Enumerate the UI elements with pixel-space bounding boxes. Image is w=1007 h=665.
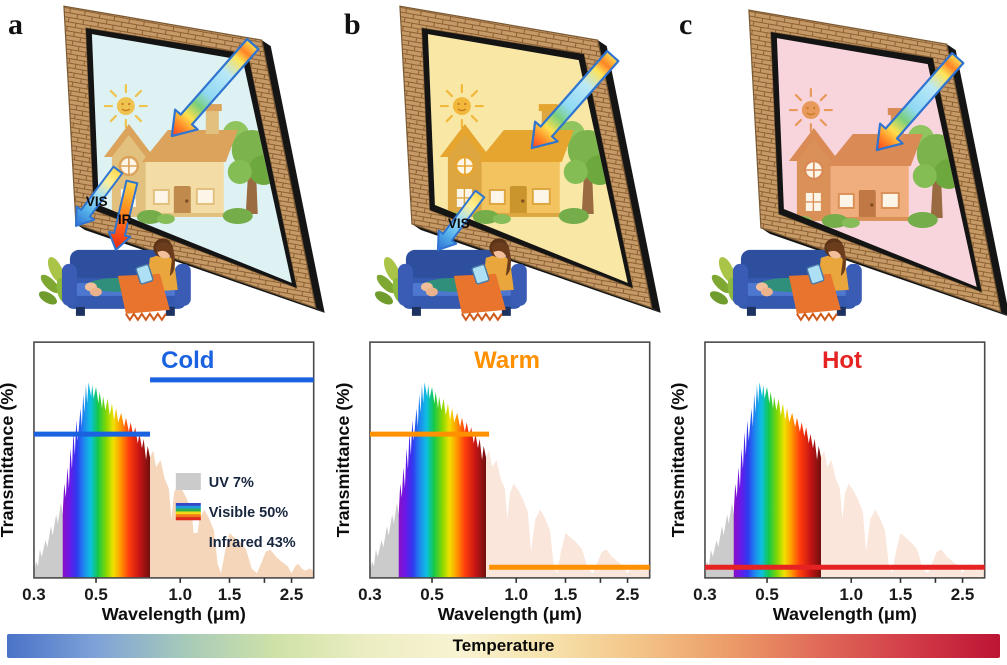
x-tick-label: 0.5: [84, 585, 108, 604]
x-tick-label: 0.5: [756, 585, 780, 604]
y-axis-label: Transmittance (%): [336, 383, 353, 538]
uv-band: [369, 382, 399, 578]
x-tick-label: 1.5: [889, 585, 913, 604]
plot-frame: [33, 341, 315, 579]
plot-frame: [704, 341, 986, 579]
uv-band: [705, 382, 735, 578]
panel-letter-c: c: [679, 8, 692, 41]
legend-label: Visible 50%: [209, 505, 288, 521]
x-axis-label: Wavelength (μm): [102, 604, 246, 624]
chart-row: 0.3 0.5 1.0 1.5 2.5 Cold Wavelength (μm) Transm…: [0, 332, 1007, 624]
legend-swatch-infrared: [175, 532, 201, 550]
x-tick-label: 0.3: [358, 585, 382, 604]
legend-swatch-visible: [175, 514, 201, 518]
ir-arrow-label: IR: [118, 212, 132, 227]
infrared-band: [821, 382, 986, 578]
panel-c-illustration: c: [679, 8, 1007, 332]
illustration-row: a VIS IR b VIS c: [0, 0, 1007, 332]
x-tick-label: 1.5: [553, 585, 577, 604]
infrared-band: [485, 382, 650, 578]
legend-swatch-uv: [175, 473, 201, 490]
chart-title: Hot: [822, 347, 862, 374]
vis-arrow-label: VIS: [448, 216, 470, 231]
transmittance-chart-warm: 0.3 0.5 1.0 1.5 2.5 Warm Wavelength (μm) Transm…: [336, 341, 651, 624]
vis-arrow-label: VIS: [86, 194, 108, 209]
transmittance-chart-cold: 0.3 0.5 1.0 1.5 2.5 Cold Wavelength (μm) Transm…: [0, 341, 315, 624]
couch-woman-illustration: [708, 238, 862, 319]
x-tick-label: 2.5: [280, 585, 304, 604]
uv-band: [33, 382, 63, 578]
legend-swatch-visible: [175, 505, 201, 509]
legend-label: UV 7%: [209, 475, 254, 491]
transmittance-chart-hot: 0.3 0.5 1.0 1.5 2.5 Hot Wavelength (μm) Transmi…: [671, 341, 986, 624]
x-tick-label: 0.3: [22, 585, 46, 604]
legend-label: Infrared 43%: [209, 535, 296, 551]
visible-band: [734, 382, 822, 578]
visible-band: [398, 382, 486, 578]
x-tick-label: 0.5: [420, 585, 444, 604]
legend-swatch-visible: [175, 511, 201, 515]
x-tick-label: 1.0: [840, 585, 864, 604]
temperature-bar: Temperature: [7, 634, 1000, 658]
legend-swatch-visible: [175, 502, 201, 507]
couch-woman-illustration: [372, 238, 526, 319]
x-tick-label: 1.5: [218, 585, 242, 604]
panel-letter-b: b: [344, 8, 361, 41]
panel-letter-a: a: [8, 8, 23, 41]
x-tick-label: 0.3: [694, 585, 718, 604]
y-axis-label: Transmittance (%): [671, 383, 688, 538]
x-axis-label: Wavelength (μm): [773, 604, 917, 624]
panel-a-illustration: a VIS IR: [8, 0, 336, 332]
x-tick-label: 2.5: [615, 585, 639, 604]
plot-frame: [368, 341, 651, 579]
panel-b-illustration: b VIS: [344, 0, 672, 332]
x-tick-label: 1.0: [504, 585, 528, 604]
chart-title: Warm: [474, 347, 540, 374]
y-axis-label: Transmittance (%): [0, 383, 17, 538]
solar-spectrum-area: [369, 382, 650, 578]
x-tick-label: 1.0: [168, 585, 192, 604]
legend-swatch-visible: [175, 508, 201, 512]
x-tick-label: 2.5: [951, 585, 975, 604]
legend-swatch-visible: [175, 517, 201, 521]
chart-title: Cold: [161, 347, 214, 374]
solar-spectrum-area: [705, 382, 986, 578]
visible-band: [62, 382, 151, 578]
couch-woman-illustration: [37, 238, 191, 319]
x-axis-label: Wavelength (μm): [437, 604, 581, 624]
temperature-bar-label: Temperature: [452, 636, 555, 655]
